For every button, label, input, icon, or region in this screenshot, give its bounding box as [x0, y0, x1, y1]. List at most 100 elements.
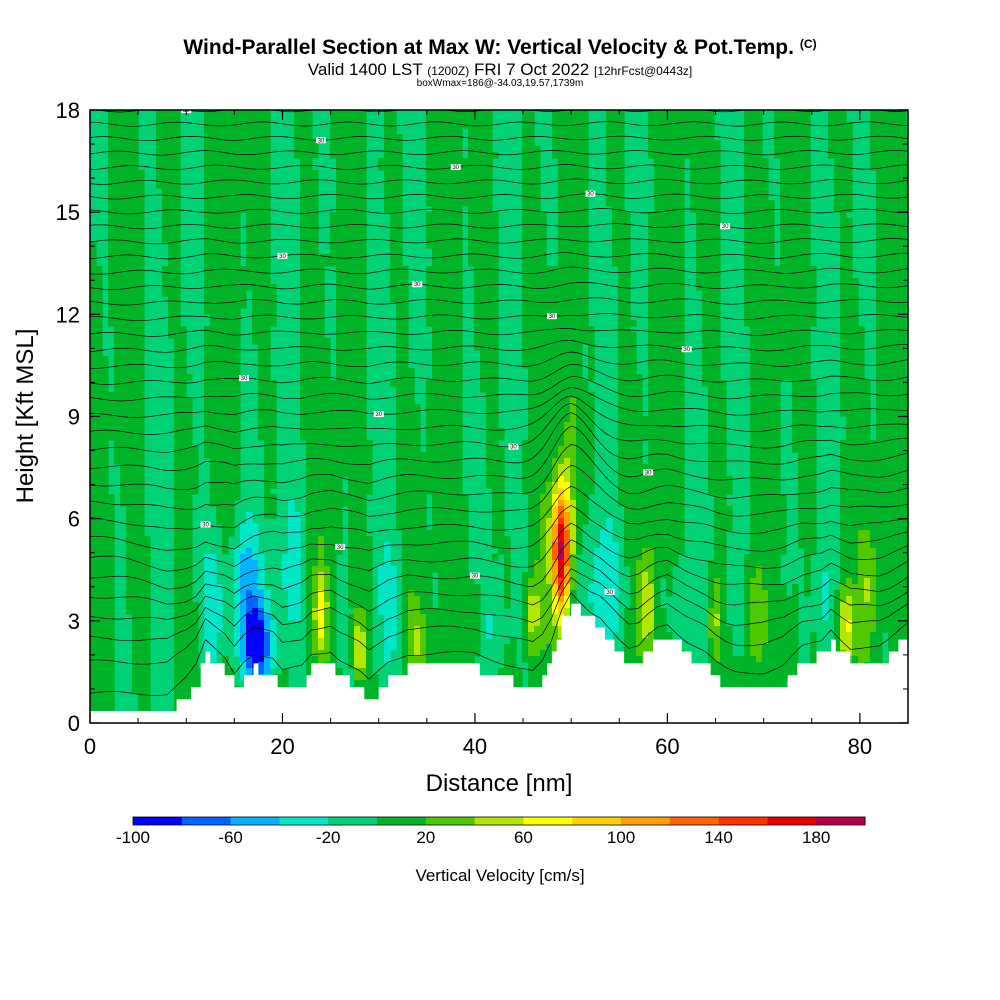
velocity-cell	[714, 302, 721, 309]
velocity-cell	[354, 452, 361, 459]
velocity-cell	[252, 248, 259, 255]
velocity-cell	[216, 458, 223, 465]
velocity-cell	[762, 368, 769, 375]
velocity-cell	[252, 110, 259, 117]
velocity-cell	[798, 302, 805, 309]
velocity-cell	[354, 368, 361, 375]
velocity-cell	[882, 242, 889, 249]
velocity-cell	[450, 140, 457, 147]
velocity-cell	[300, 350, 307, 357]
velocity-cell	[264, 158, 271, 165]
velocity-cell	[342, 308, 349, 315]
velocity-cell	[708, 314, 715, 321]
velocity-cell	[660, 416, 667, 423]
velocity-cell	[654, 146, 661, 153]
velocity-cell	[312, 200, 319, 207]
velocity-cell	[90, 446, 97, 453]
velocity-cell	[840, 296, 847, 303]
velocity-cell	[876, 164, 883, 171]
velocity-cell	[300, 146, 307, 153]
velocity-cell	[648, 320, 655, 327]
velocity-cell	[582, 212, 589, 219]
velocity-cell	[906, 176, 908, 183]
velocity-cell	[402, 356, 409, 363]
velocity-cell	[648, 290, 655, 297]
velocity-cell	[900, 380, 907, 387]
velocity-cell	[696, 122, 703, 129]
velocity-cell	[702, 200, 709, 207]
velocity-cell	[696, 224, 703, 231]
velocity-cell	[324, 254, 331, 261]
velocity-cell	[888, 392, 895, 399]
velocity-cell	[768, 254, 775, 261]
velocity-cell	[684, 116, 691, 123]
velocity-cell	[468, 116, 475, 123]
velocity-cell	[102, 362, 109, 369]
velocity-cell	[312, 398, 319, 405]
velocity-cell	[336, 278, 343, 285]
velocity-cell	[96, 356, 103, 363]
velocity-cell	[762, 188, 769, 195]
velocity-field	[90, 110, 908, 723]
velocity-cell	[168, 254, 175, 261]
velocity-cell	[648, 446, 655, 453]
velocity-cell	[858, 416, 865, 423]
velocity-cell	[468, 188, 475, 195]
velocity-cell	[678, 200, 685, 207]
velocity-cell	[576, 416, 583, 423]
velocity-cell	[438, 116, 445, 123]
velocity-cell	[444, 122, 451, 129]
velocity-cell	[216, 140, 223, 147]
velocity-cell	[768, 200, 775, 207]
velocity-cell	[882, 452, 889, 459]
velocity-cell	[876, 356, 883, 363]
velocity-cell	[666, 212, 673, 219]
velocity-cell	[168, 296, 175, 303]
velocity-cell	[180, 326, 187, 333]
velocity-cell	[570, 404, 577, 411]
velocity-cell	[216, 128, 223, 135]
velocity-cell	[558, 458, 565, 465]
velocity-cell	[774, 284, 781, 291]
velocity-cell	[120, 398, 127, 405]
velocity-cell	[564, 392, 571, 399]
velocity-cell	[636, 392, 643, 399]
velocity-cell	[486, 176, 493, 183]
velocity-cell	[336, 380, 343, 387]
velocity-cell	[618, 230, 625, 237]
velocity-cell	[96, 386, 103, 393]
velocity-cell	[804, 410, 811, 417]
velocity-cell	[390, 170, 397, 177]
velocity-cell	[348, 320, 355, 327]
velocity-cell	[426, 308, 433, 315]
velocity-cell	[666, 446, 673, 453]
velocity-cell	[306, 422, 313, 429]
velocity-cell	[300, 320, 307, 327]
velocity-cell	[126, 248, 133, 255]
velocity-cell	[450, 302, 457, 309]
velocity-cell	[384, 110, 391, 117]
velocity-cell	[810, 290, 817, 297]
velocity-cell	[336, 308, 343, 315]
velocity-cell	[900, 182, 907, 189]
velocity-cell	[840, 320, 847, 327]
velocity-cell	[546, 440, 553, 447]
velocity-cell	[336, 434, 343, 441]
velocity-cell	[570, 254, 577, 261]
velocity-cell	[252, 326, 259, 333]
velocity-cell	[882, 152, 889, 159]
velocity-cell	[888, 446, 895, 453]
velocity-cell	[486, 152, 493, 159]
velocity-cell	[642, 416, 649, 423]
velocity-cell	[312, 416, 319, 423]
velocity-cell	[360, 254, 367, 261]
velocity-cell	[114, 116, 121, 123]
velocity-cell	[354, 422, 361, 429]
velocity-cell	[846, 242, 853, 249]
velocity-cell	[636, 404, 643, 411]
velocity-cell	[792, 386, 799, 393]
velocity-cell	[216, 158, 223, 165]
velocity-cell	[492, 230, 499, 237]
velocity-cell	[786, 152, 793, 159]
velocity-cell	[336, 416, 343, 423]
